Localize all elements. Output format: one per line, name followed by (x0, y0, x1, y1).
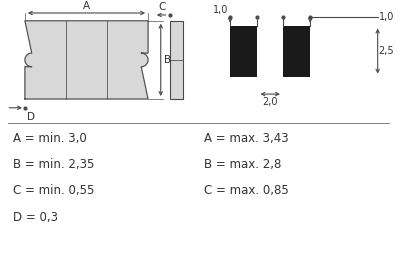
Text: C = min. 0,55: C = min. 0,55 (13, 184, 94, 197)
Text: D: D (27, 112, 35, 122)
Text: 1,0: 1,0 (213, 5, 228, 15)
Text: C: C (158, 2, 166, 12)
Text: 1,0: 1,0 (379, 12, 394, 22)
Text: D = 0,3: D = 0,3 (13, 211, 58, 224)
Bar (283, 26, 310, 76)
Text: C = max. 0,85: C = max. 0,85 (204, 184, 288, 197)
Text: A: A (83, 1, 90, 11)
Polygon shape (25, 21, 148, 99)
Text: 2,0: 2,0 (262, 97, 278, 107)
Bar (170, 21, 183, 99)
Text: B: B (164, 55, 171, 65)
Text: 2,5: 2,5 (379, 46, 394, 56)
Text: B = max. 2,8: B = max. 2,8 (204, 158, 281, 171)
Text: A = min. 3,0: A = min. 3,0 (13, 132, 87, 144)
Bar (230, 26, 258, 76)
Text: A = max. 3,43: A = max. 3,43 (204, 132, 288, 144)
Text: B = min. 2,35: B = min. 2,35 (13, 158, 94, 171)
